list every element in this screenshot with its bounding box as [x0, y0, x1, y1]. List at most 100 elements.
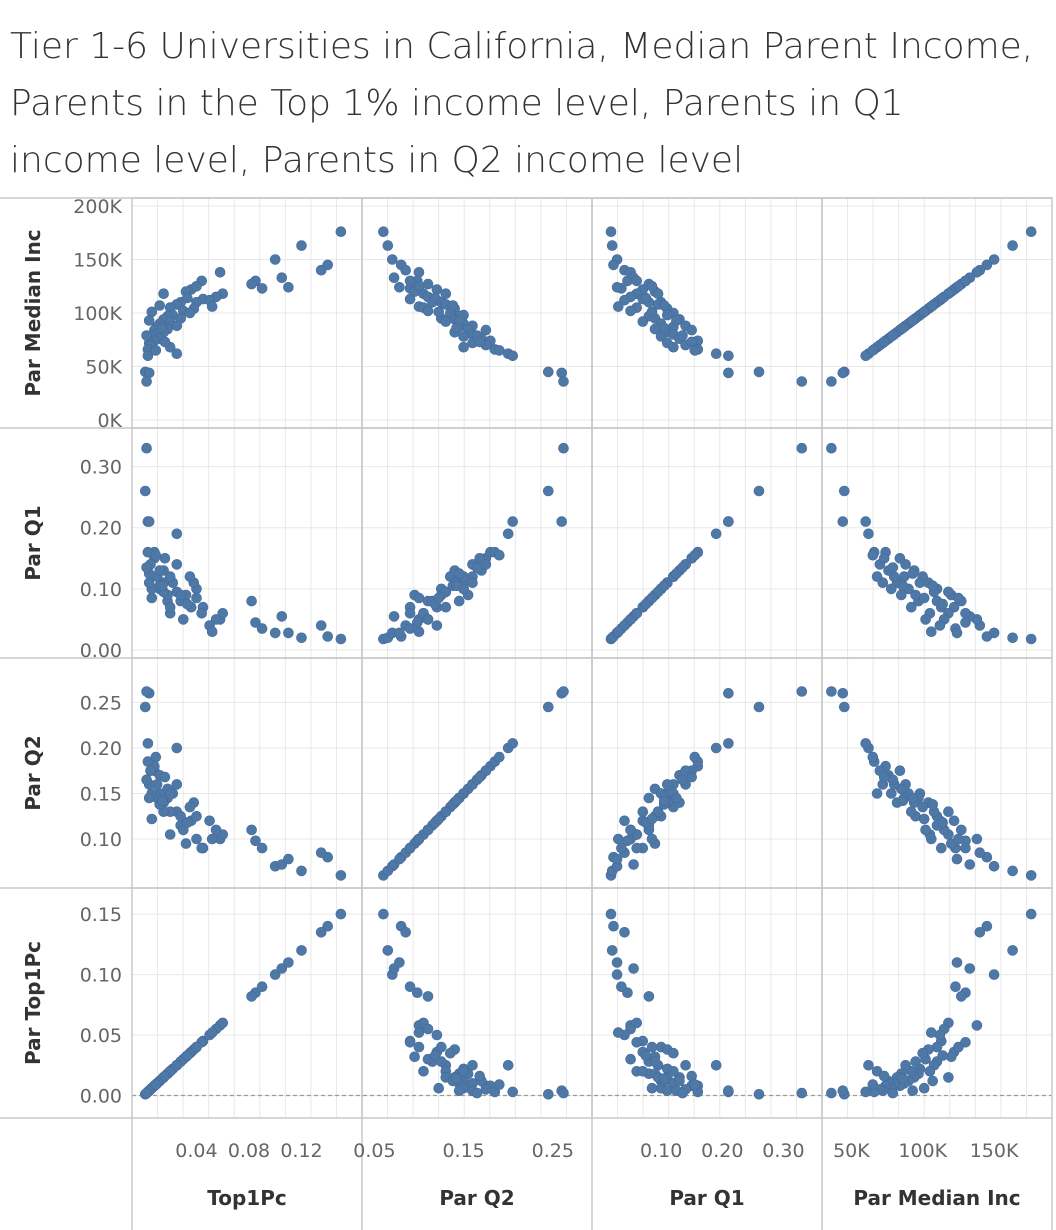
scatter-point[interactable] — [191, 280, 202, 292]
scatter-point[interactable] — [1007, 632, 1018, 644]
scatter-point[interactable] — [689, 345, 701, 356]
scatter-point[interactable] — [404, 981, 416, 993]
scatter-point[interactable] — [256, 981, 268, 993]
scatter-point[interactable] — [723, 350, 734, 362]
scatter-point[interactable] — [171, 1060, 183, 1071]
scatter-point[interactable] — [269, 969, 281, 980]
scatter-point[interactable] — [981, 631, 993, 642]
scatter-point[interactable] — [283, 853, 294, 865]
scatter-point[interactable] — [907, 792, 919, 804]
scatter-point[interactable] — [431, 1029, 443, 1041]
scatter-point[interactable] — [934, 620, 946, 631]
scatter-point[interactable] — [413, 1027, 425, 1038]
scatter-point[interactable] — [400, 926, 412, 938]
scatter-point[interactable] — [296, 632, 307, 644]
scatter-point[interactable] — [661, 309, 673, 321]
scatter-point[interactable] — [964, 963, 976, 974]
scatter-point[interactable] — [937, 292, 949, 304]
scatter-point[interactable] — [440, 586, 452, 598]
scatter-point[interactable] — [141, 376, 152, 387]
scatter-point[interactable] — [453, 1085, 465, 1096]
scatter-point[interactable] — [250, 617, 261, 628]
scatter-point[interactable] — [918, 592, 930, 604]
scatter-point[interactable] — [158, 288, 169, 300]
scatter-point[interactable] — [422, 305, 434, 317]
scatter-point[interactable] — [217, 1017, 228, 1029]
scatter-point[interactable] — [608, 259, 619, 271]
scatter-point[interactable] — [710, 348, 722, 360]
scatter-point[interactable] — [269, 254, 281, 265]
scatter-point[interactable] — [625, 824, 636, 836]
scatter-point[interactable] — [867, 751, 879, 763]
scatter-point[interactable] — [680, 1060, 691, 1071]
scatter-point[interactable] — [451, 322, 462, 334]
scatter-point[interactable] — [723, 1085, 734, 1096]
scatter-point[interactable] — [171, 348, 183, 360]
scatter-point[interactable] — [440, 316, 452, 327]
scatter-point[interactable] — [453, 568, 465, 579]
scatter-point[interactable] — [1007, 945, 1018, 956]
scatter-point[interactable] — [612, 833, 624, 845]
scatter-point[interactable] — [677, 562, 688, 573]
scatter-point[interactable] — [210, 824, 222, 836]
scatter-point[interactable] — [948, 815, 960, 827]
scatter-point[interactable] — [422, 1023, 434, 1035]
scatter-point[interactable] — [871, 788, 883, 799]
scatter-point[interactable] — [796, 376, 808, 387]
scatter-point[interactable] — [474, 1070, 486, 1082]
scatter-point[interactable] — [159, 1070, 171, 1082]
scatter-point[interactable] — [918, 813, 930, 825]
scatter-point[interactable] — [388, 611, 400, 622]
scatter-point[interactable] — [404, 293, 416, 305]
scatter-point[interactable] — [141, 686, 152, 697]
scatter-point[interactable] — [668, 341, 679, 353]
scatter-point[interactable] — [637, 1066, 649, 1077]
scatter-point[interactable] — [422, 278, 434, 290]
scatter-point[interactable] — [335, 870, 347, 881]
scatter-point[interactable] — [671, 315, 682, 326]
scatter-point[interactable] — [927, 300, 939, 311]
scatter-point[interactable] — [182, 292, 193, 304]
scatter-point[interactable] — [860, 1086, 872, 1098]
scatter-point[interactable] — [217, 607, 228, 619]
scatter-point[interactable] — [826, 376, 837, 387]
scatter-point[interactable] — [256, 623, 268, 634]
scatter-point[interactable] — [867, 345, 879, 356]
scatter-point[interactable] — [429, 1050, 441, 1061]
scatter-point[interactable] — [556, 516, 568, 527]
scatter-point[interactable] — [191, 592, 202, 604]
scatter-point[interactable] — [413, 833, 425, 845]
scatter-point[interactable] — [897, 1073, 909, 1084]
scatter-point[interactable] — [1025, 226, 1037, 237]
scatter-point[interactable] — [453, 595, 465, 607]
scatter-point[interactable] — [154, 300, 165, 311]
scatter-point[interactable] — [409, 1051, 420, 1063]
scatter-point[interactable] — [646, 306, 658, 318]
scatter-point[interactable] — [616, 842, 627, 854]
scatter-point[interactable] — [943, 806, 954, 818]
scatter-point[interactable] — [606, 945, 618, 956]
scatter-point[interactable] — [863, 528, 874, 540]
scatter-point[interactable] — [184, 801, 196, 813]
scatter-point[interactable] — [447, 300, 459, 311]
scatter-point[interactable] — [955, 991, 967, 1002]
scatter-point[interactable] — [413, 626, 425, 638]
scatter-point[interactable] — [964, 859, 976, 870]
scatter-point[interactable] — [164, 571, 176, 582]
scatter-point[interactable] — [668, 1066, 679, 1077]
scatter-point[interactable] — [474, 771, 486, 783]
scatter-point[interactable] — [960, 607, 971, 619]
scatter-point[interactable] — [507, 738, 519, 749]
scatter-point[interactable] — [897, 322, 909, 334]
scatter-point[interactable] — [440, 806, 452, 818]
scatter-point[interactable] — [411, 987, 423, 999]
scatter-point[interactable] — [178, 614, 189, 625]
scatter-point[interactable] — [276, 611, 288, 622]
scatter-point[interactable] — [905, 806, 917, 818]
scatter-point[interactable] — [658, 580, 670, 592]
scatter-point[interactable] — [388, 272, 400, 284]
scatter-point[interactable] — [837, 516, 849, 527]
scatter-point[interactable] — [988, 969, 1000, 980]
scatter-point[interactable] — [558, 376, 569, 387]
scatter-point[interactable] — [753, 485, 765, 497]
